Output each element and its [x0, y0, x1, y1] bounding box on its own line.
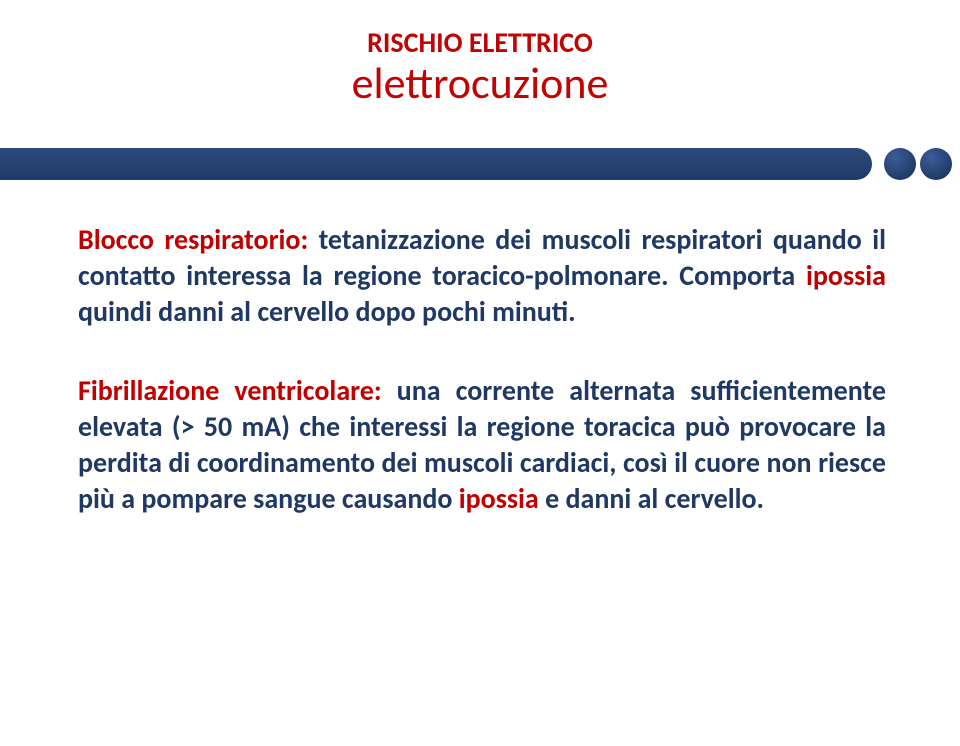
- para2-body2: e danni al cervello.: [539, 481, 764, 516]
- title-category: RISCHIO ELETTRICO: [0, 28, 960, 59]
- title-main: elettrocuzione: [0, 59, 960, 107]
- term-blocco: Blocco respiratorio:: [78, 222, 308, 257]
- decorative-bar-row: [0, 148, 960, 188]
- paragraph-2: Fibrillazione ventricolare: una corrente…: [78, 373, 886, 516]
- para2-highlight: ipossia: [459, 481, 539, 516]
- para1-highlight: ipossia: [806, 258, 886, 293]
- decorative-dot-2: [920, 148, 952, 180]
- paragraph-1: Blocco respiratorio: tetanizzazione dei …: [78, 222, 886, 329]
- decorative-dot-1: [884, 148, 916, 180]
- para1-body2: quindi danni al cervello dopo pochi minu…: [78, 294, 576, 329]
- slide-header: RISCHIO ELETTRICO elettrocuzione: [0, 28, 960, 107]
- content-area: Blocco respiratorio: tetanizzazione dei …: [78, 222, 886, 561]
- decorative-bar: [0, 148, 872, 180]
- term-fibrillazione: Fibrillazione ventricolare:: [78, 373, 382, 408]
